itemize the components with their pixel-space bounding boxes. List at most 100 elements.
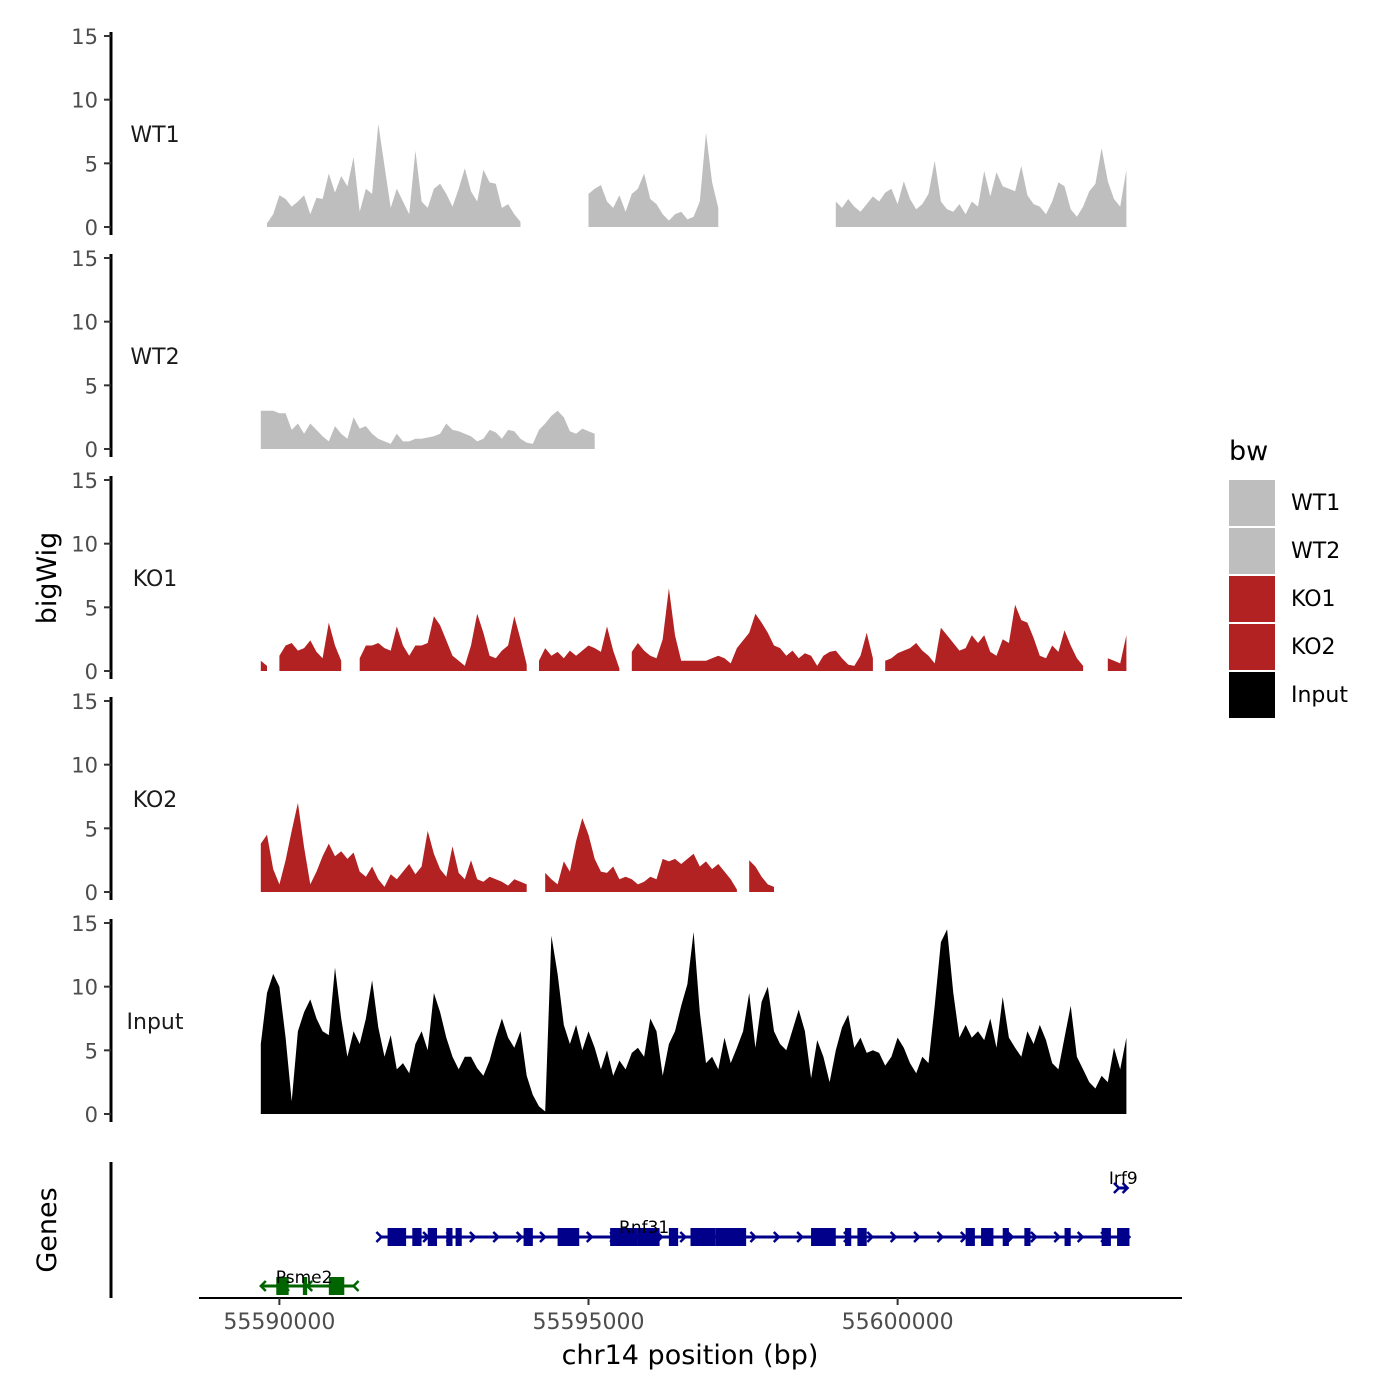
strand-arrow bbox=[889, 1231, 898, 1243]
strand-arrow bbox=[515, 1231, 524, 1243]
legend-swatch bbox=[1229, 480, 1275, 526]
x-axis-ticks: 55590000 55595000 55600000 bbox=[223, 1298, 954, 1335]
exon-block bbox=[328, 1277, 345, 1295]
strand-arrow bbox=[913, 1231, 921, 1243]
y-tick-label: 10 bbox=[71, 976, 98, 1000]
exon-block bbox=[1101, 1228, 1111, 1246]
exon-block bbox=[1002, 1228, 1009, 1246]
signal-area bbox=[359, 613, 527, 671]
track-input: 0 5 10 15 Input bbox=[71, 912, 1127, 1127]
signal-area bbox=[267, 123, 521, 227]
exon-block bbox=[610, 1228, 638, 1246]
signal-area bbox=[260, 929, 1127, 1114]
exon-block bbox=[446, 1228, 453, 1246]
legend-label: KO1 bbox=[1291, 587, 1336, 612]
legend-title: bw bbox=[1229, 436, 1268, 467]
signal-area bbox=[539, 626, 620, 671]
signal-area bbox=[749, 860, 774, 892]
signal-area bbox=[260, 410, 595, 449]
track-wt2: 0 5 10 15 WT2 bbox=[71, 247, 595, 462]
legend-label: WT2 bbox=[1291, 539, 1340, 564]
strand-arrow bbox=[1030, 1231, 1038, 1243]
track-label: WT1 bbox=[130, 123, 179, 148]
exon-block bbox=[981, 1228, 994, 1246]
gene-models: Psme2 Rnf31 Irf9 bbox=[259, 1169, 1138, 1295]
genes-axis-title: Genes bbox=[32, 1187, 63, 1272]
strand-arrow bbox=[1053, 1231, 1062, 1243]
y-tick-label: 15 bbox=[71, 912, 98, 936]
signal-area bbox=[835, 148, 1127, 227]
exon-block bbox=[412, 1228, 422, 1246]
strand-arrow bbox=[936, 1231, 945, 1243]
legend-label: KO2 bbox=[1291, 635, 1336, 660]
legend-label: Input bbox=[1291, 683, 1348, 708]
legend-swatch bbox=[1229, 672, 1275, 718]
strand-arrow bbox=[1113, 1182, 1121, 1194]
exon-block bbox=[557, 1228, 580, 1246]
signal-area bbox=[260, 802, 527, 892]
track-label: KO2 bbox=[133, 788, 178, 813]
strand-arrow bbox=[351, 1280, 360, 1292]
track-ko1: 0 5 10 15 KO1 bbox=[71, 469, 1127, 684]
strand-arrow bbox=[1121, 1182, 1130, 1194]
exon-block bbox=[427, 1228, 438, 1246]
gene-psme2: Psme2 bbox=[259, 1268, 360, 1295]
strand-arrow bbox=[469, 1231, 477, 1243]
strand-arrow bbox=[679, 1231, 688, 1243]
track-label: Input bbox=[127, 1010, 184, 1035]
y-tick-label: 10 bbox=[71, 754, 98, 778]
y-axis-title: bigWig bbox=[32, 532, 63, 625]
track-label: KO1 bbox=[133, 567, 178, 592]
gene-label: Rnf31 bbox=[619, 1218, 669, 1238]
exon-block bbox=[302, 1277, 308, 1295]
y-tick-label: 5 bbox=[85, 596, 98, 620]
y-tick-label: 5 bbox=[85, 817, 98, 841]
y-tick-label: 15 bbox=[71, 247, 98, 271]
exon-block bbox=[455, 1228, 462, 1246]
y-tick-label: 5 bbox=[85, 1039, 98, 1063]
y-tick-label: 5 bbox=[85, 374, 98, 398]
x-tick-label: 55595000 bbox=[532, 1310, 644, 1335]
exon-block bbox=[1064, 1228, 1071, 1246]
y-tick-label: 10 bbox=[71, 311, 98, 335]
y-tick-label: 0 bbox=[85, 216, 98, 240]
genes-panel: Psme2 Rnf31 Irf9 55590000 55595000 55600000 bbox=[109, 1162, 1182, 1335]
track-ko2: 0 5 10 15 KO2 bbox=[71, 690, 774, 905]
exon-block bbox=[857, 1228, 867, 1246]
legend-label: WT1 bbox=[1291, 491, 1340, 516]
x-tick-label: 55600000 bbox=[842, 1310, 954, 1335]
signal-area bbox=[1107, 635, 1127, 671]
strand-arrow bbox=[796, 1231, 804, 1243]
strand-arrow bbox=[492, 1231, 501, 1243]
signal-area bbox=[260, 660, 267, 671]
exon-block bbox=[965, 1228, 975, 1246]
track-wt1: 0 5 10 15 WT1 bbox=[71, 25, 1127, 240]
signal-tracks: 0 5 10 15 WT1 0 5 10 15 WT2 0 5 10 15 KO1 0 5 10 15 KO2 0 5 10… bbox=[71, 25, 1127, 1127]
x-tick-label: 55590000 bbox=[223, 1310, 335, 1335]
y-tick-label: 0 bbox=[85, 660, 98, 684]
exon-block bbox=[668, 1228, 679, 1246]
y-tick-label: 15 bbox=[71, 469, 98, 493]
signal-area bbox=[885, 604, 1084, 671]
strand-arrow bbox=[375, 1231, 384, 1243]
y-tick-label: 0 bbox=[85, 881, 98, 905]
strand-arrow bbox=[1006, 1231, 1015, 1243]
gene-label: Irf9 bbox=[1109, 1169, 1138, 1189]
strand-arrow bbox=[866, 1231, 875, 1243]
signal-area bbox=[279, 622, 342, 671]
exon-block bbox=[715, 1228, 747, 1246]
x-axis-title: chr14 position (bp) bbox=[562, 1340, 819, 1371]
exon-block bbox=[637, 1228, 660, 1246]
exon-block bbox=[845, 1228, 852, 1246]
y-tick-label: 0 bbox=[85, 1103, 98, 1127]
exon-block bbox=[1117, 1228, 1130, 1246]
gene-irf9: Irf9 bbox=[1109, 1169, 1138, 1194]
strand-arrow bbox=[259, 1280, 267, 1292]
legend-swatch bbox=[1229, 624, 1275, 670]
y-tick-label: 10 bbox=[71, 533, 98, 557]
y-tick-label: 15 bbox=[71, 690, 98, 714]
strand-arrow bbox=[539, 1231, 547, 1243]
legend: bw WT1 WT2 KO1 KO2 Input bbox=[1229, 436, 1348, 718]
y-tick-label: 15 bbox=[71, 25, 98, 49]
